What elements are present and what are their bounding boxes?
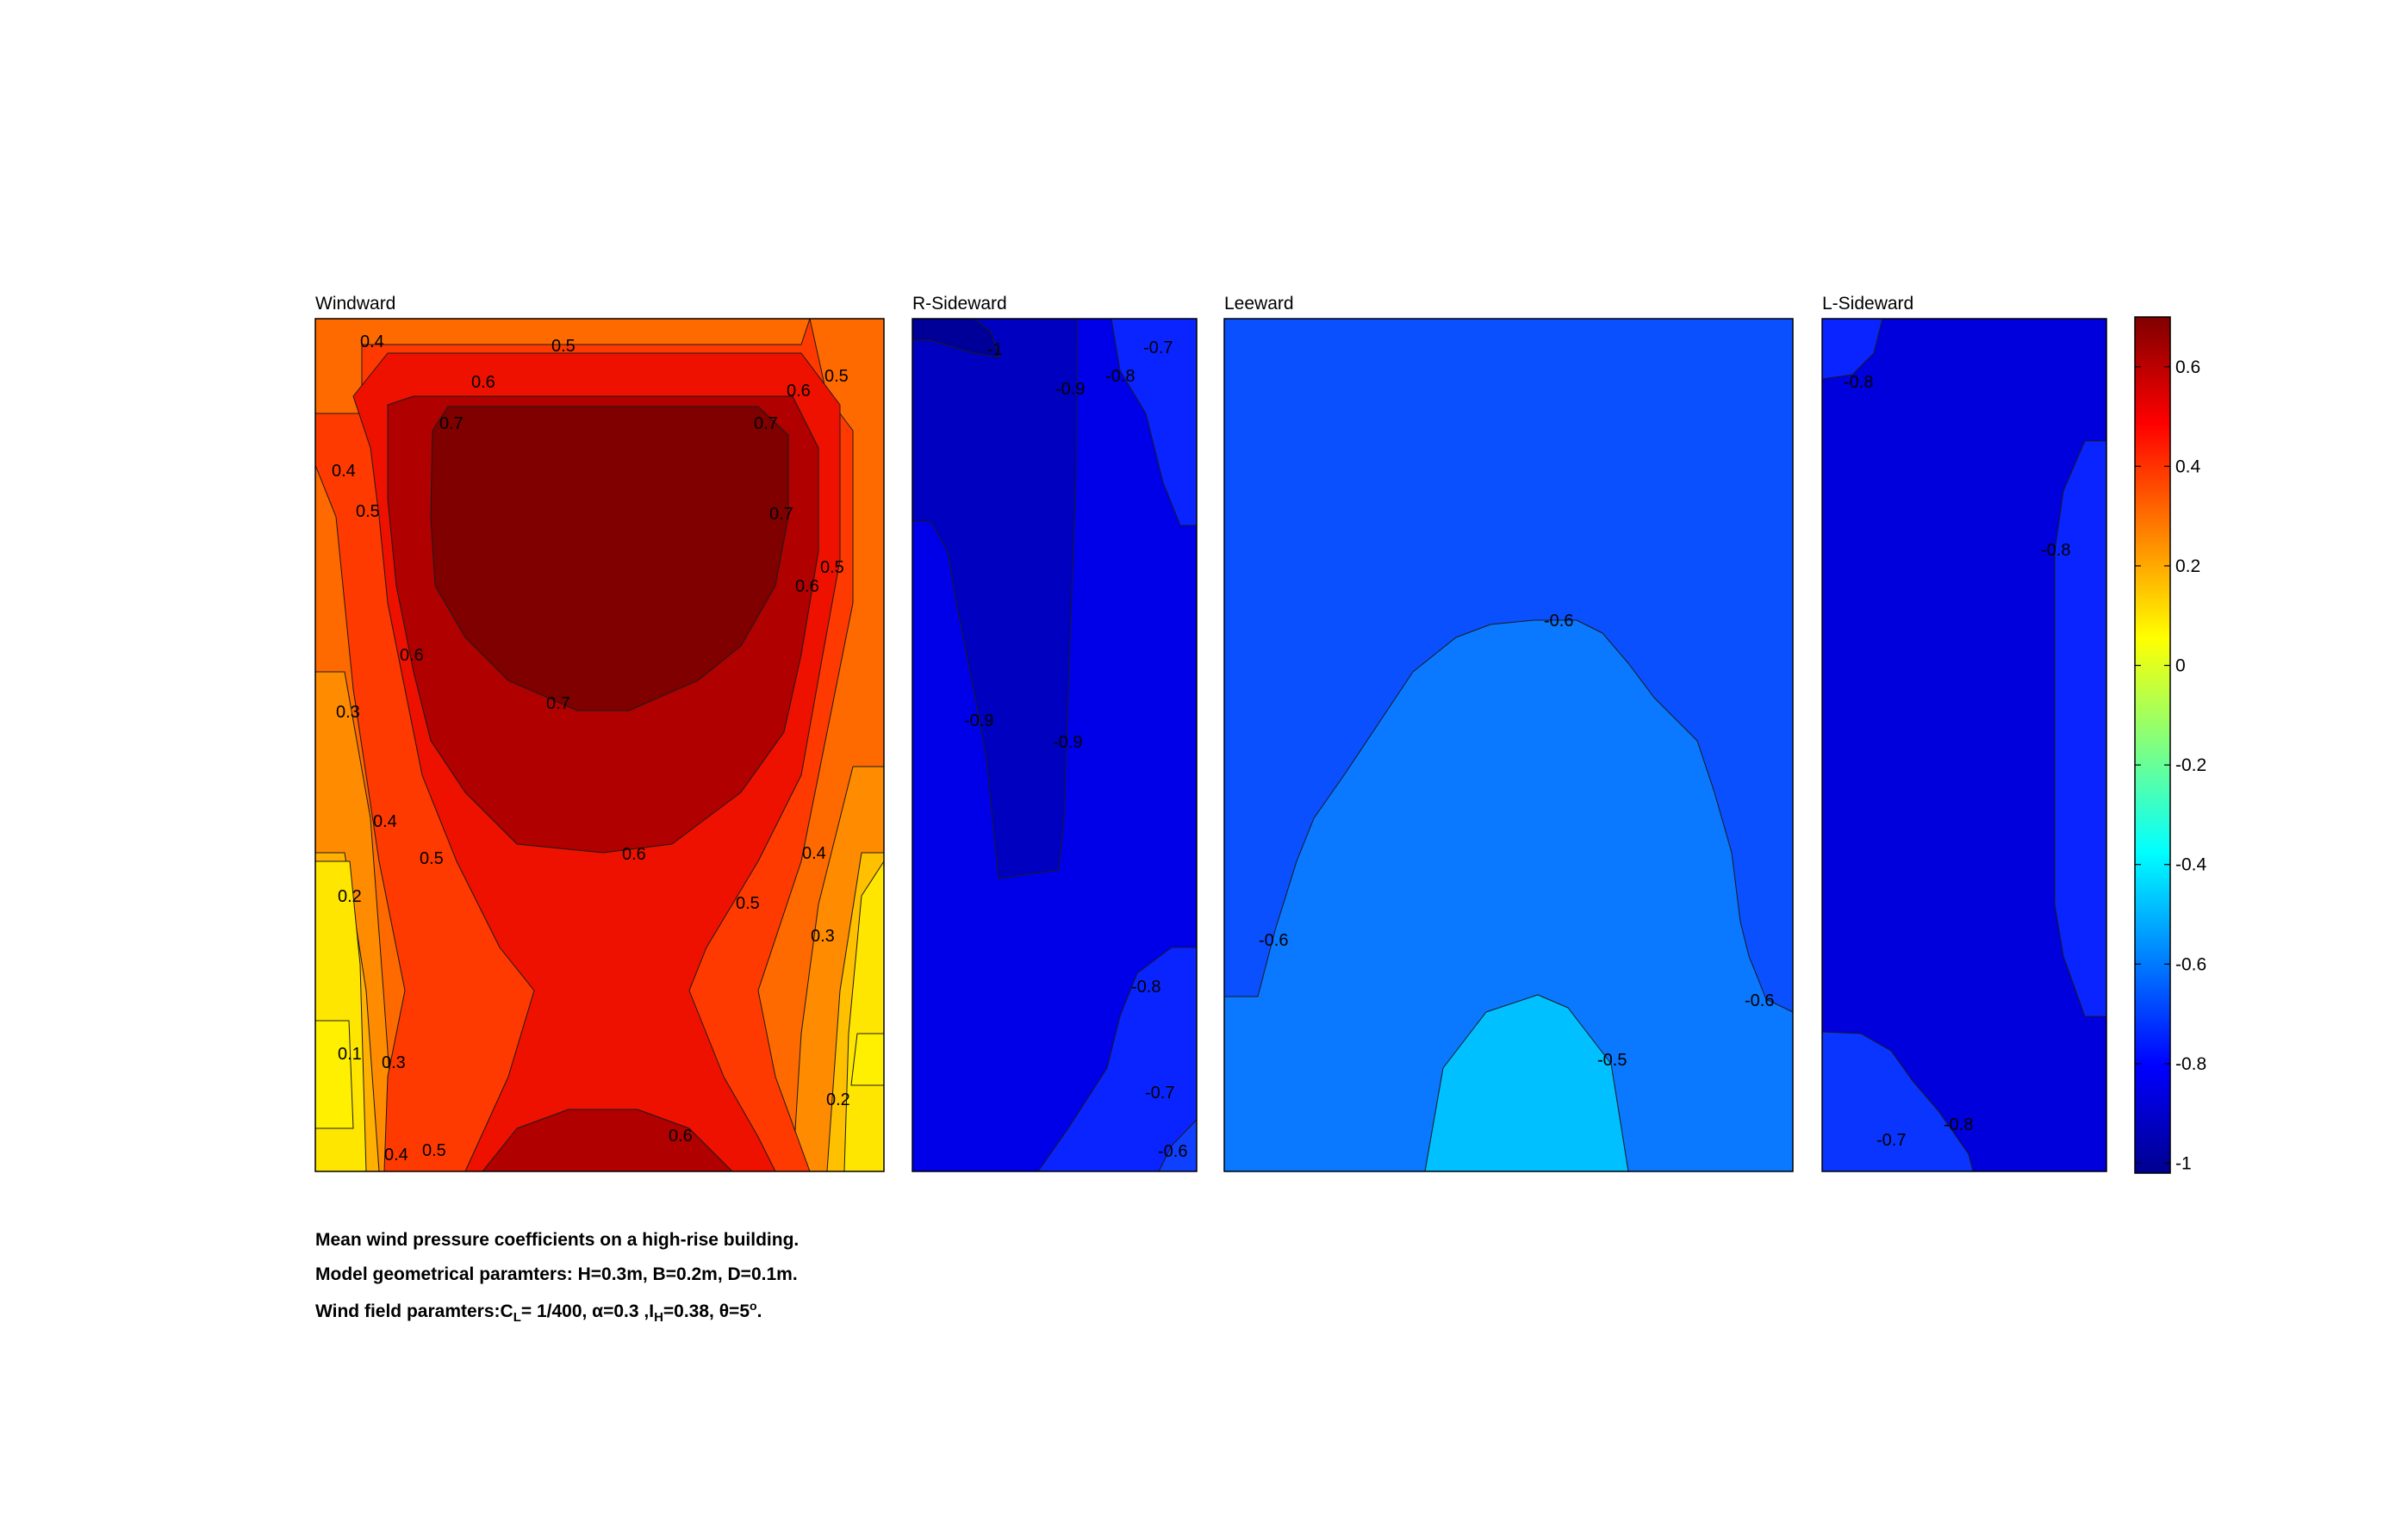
contour-label: -0.8 (2041, 541, 2070, 560)
colorbar-ticks: 0.6 0.4 0.2 0 -0.2 -0.4 -0.6 -0.8 -1 (2135, 357, 2207, 1173)
contour-label: -0.6 (1544, 612, 1573, 630)
windward-region-0.1-right-core (850, 1033, 885, 1086)
windward-axes-frame (314, 318, 885, 1172)
colorbar-tick-label: 0.4 (2175, 457, 2201, 476)
colorbar-tick-label: -1 (2175, 1153, 2192, 1173)
contour-label: -0.8 (1131, 978, 1160, 997)
contour-label: 0.4 (802, 844, 826, 863)
contour-label: -0.7 (1876, 1131, 1906, 1150)
contour-label: 0.1 (338, 1045, 362, 1064)
r-sideward-contour-fills (912, 318, 1198, 1172)
contour-label: 0.4 (384, 1146, 408, 1165)
caption-line-2: Model geometrical paramters: H=0.3m, B=0… (315, 1264, 798, 1284)
contour-label: 0.4 (332, 462, 356, 481)
colorbar-tick-label: 0.6 (2175, 357, 2200, 377)
contour-label: 0.3 (336, 703, 360, 722)
panel-title-leeward: Leeward (1224, 294, 1294, 314)
contour-label: -0.6 (1158, 1142, 1187, 1161)
leeward-contour-labels: -0.6 -0.6 -0.6 -0.5 (1259, 612, 1774, 1070)
contour-label: 0.6 (787, 382, 811, 401)
windward-contour-labels: 0.4 0.5 0.6 0.7 0.7 0.6 0.5 0.4 0.5 0.7 … (332, 332, 850, 1165)
contour-label: 0.2 (826, 1090, 850, 1109)
panel-title-windward: Windward (315, 294, 395, 314)
contour-label: 0.3 (382, 1053, 406, 1072)
contour-label: -0.9 (1055, 380, 1085, 399)
contour-label: -0.8 (1944, 1115, 1973, 1134)
contour-label: 0.6 (669, 1127, 693, 1146)
contour-label: 0.7 (439, 414, 464, 433)
contour-label: 0.5 (420, 849, 444, 868)
contour-label: -0.8 (1844, 373, 1873, 392)
panel-l-sideward: L-Sideward -0.8 -0.8 -0.7 -0.8 (1821, 294, 2107, 1172)
contour-label: 0.6 (400, 646, 424, 665)
caption-line-3-mid: = 1/400, α=0.3 ,I (520, 1301, 655, 1321)
contour-label: 0.7 (546, 694, 570, 713)
contour-label: 0.5 (422, 1141, 446, 1160)
contour-label: -0.5 (1597, 1051, 1627, 1070)
l-sideward-contour-labels: -0.8 -0.8 -0.7 -0.8 (1844, 373, 2070, 1150)
contour-label: -0.8 (1105, 367, 1135, 386)
contour-label: 0.4 (360, 332, 384, 351)
contour-label: 0.5 (356, 502, 380, 521)
caption-degree-superscript: o (750, 1299, 757, 1313)
panel-title-l-sideward: L-Sideward (1822, 294, 1913, 314)
leeward-region-0.5 (1424, 994, 1629, 1172)
caption-line-3-end: . (756, 1301, 762, 1321)
colorbar-tick-label: 0.2 (2175, 556, 2200, 576)
contour-label: 0.5 (820, 558, 844, 577)
colorbar-tick-label: -0.8 (2175, 1054, 2206, 1074)
contour-label: 0.5 (824, 367, 849, 386)
contour-label: 0.5 (551, 337, 576, 356)
colorbar: 0.6 0.4 0.2 0 -0.2 -0.4 -0.6 -0.8 -1 (2134, 316, 2207, 1174)
windward-contour-fills (314, 318, 885, 1172)
contour-label: 0.4 (373, 812, 397, 831)
caption-line-3-mid2: =0.38, θ=5 (663, 1301, 750, 1321)
colorbar-tick-label: 0 (2175, 656, 2186, 676)
contour-label: -0.7 (1145, 1084, 1174, 1103)
colorbar-tick-label: -0.6 (2175, 954, 2206, 974)
windward-region-max (430, 406, 789, 711)
contour-label: 0.3 (811, 927, 835, 946)
contour-label: 0.7 (769, 505, 793, 524)
caption-line-1: Mean wind pressure coefficients on a hig… (315, 1230, 800, 1250)
contour-label: -1 (987, 340, 1003, 359)
caption-cl-subscript: L (513, 1310, 521, 1326)
colorbar-gradient (2134, 316, 2171, 1174)
panel-title-r-sideward: R-Sideward (912, 294, 1007, 314)
colorbar-tick-label: -0.2 (2175, 755, 2206, 775)
r-sideward-region-0.9 (912, 318, 1078, 879)
contour-label: 0.2 (338, 887, 362, 906)
windward-region-0.1-left-core (314, 1020, 354, 1129)
caption-ih-subscript: H (654, 1310, 663, 1326)
leeward-axes-frame (1223, 318, 1794, 1172)
r-sideward-axes-frame (912, 318, 1198, 1172)
contour-label: 0.6 (471, 373, 495, 392)
caption-line-3: Wind field paramters:CL= 1/400, α=0.3 ,I… (315, 1299, 762, 1325)
panel-leeward: Leeward -0.6 -0.6 -0.6 -0.5 (1223, 294, 1794, 1172)
contour-label: -0.6 (1745, 991, 1774, 1010)
contour-label: -0.7 (1143, 339, 1173, 357)
r-sideward-contour-labels: -1 -0.9 -0.8 -0.7 -0.9 -0.9 -0.8 -0.7 -0… (964, 339, 1187, 1161)
contour-label: -0.9 (964, 711, 993, 730)
l-sideward-axes-frame (1821, 318, 2107, 1172)
contour-label: 0.6 (622, 845, 646, 864)
contour-label: -0.6 (1259, 931, 1288, 950)
contour-label: 0.6 (795, 577, 819, 596)
contour-label: 0.5 (736, 894, 760, 913)
panel-windward: Windward 0.4 0.5 0.6 0.7 0.7 0.6 0.5 (314, 294, 885, 1172)
r-sideward-region-1.0 (912, 318, 1000, 358)
leeward-region-0.6 (1223, 619, 1794, 1172)
leeward-contour-fills (1223, 318, 1794, 1172)
panel-r-sideward: R-Sideward -1 -0.9 -0.8 -0.7 -0.9 -0.9 -… (912, 294, 1198, 1172)
l-sideward-contour-fills (1821, 318, 2107, 1172)
contour-label: -0.9 (1053, 733, 1082, 752)
l-sideward-region-0.75-right (2054, 440, 2107, 1017)
contour-label: 0.7 (754, 414, 778, 433)
caption-line-3-prefix: Wind field paramters:C (315, 1301, 513, 1321)
colorbar-tick-label: -0.4 (2175, 855, 2207, 875)
